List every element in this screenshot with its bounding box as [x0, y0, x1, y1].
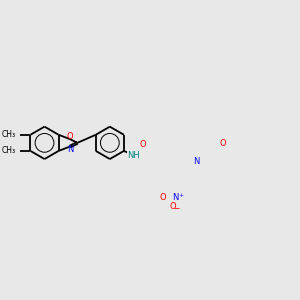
Text: N: N [193, 157, 200, 166]
Text: O: O [219, 139, 226, 148]
Text: CH₃: CH₃ [2, 146, 16, 155]
Text: N: N [67, 145, 74, 154]
Text: +: + [178, 193, 183, 197]
Text: O: O [140, 140, 146, 149]
Text: O: O [67, 132, 74, 141]
Text: NH: NH [128, 151, 140, 160]
Text: −: − [173, 205, 180, 214]
Text: O: O [159, 193, 166, 202]
Text: CH₃: CH₃ [2, 130, 16, 139]
Text: N: N [172, 193, 179, 202]
Text: O: O [169, 202, 176, 211]
